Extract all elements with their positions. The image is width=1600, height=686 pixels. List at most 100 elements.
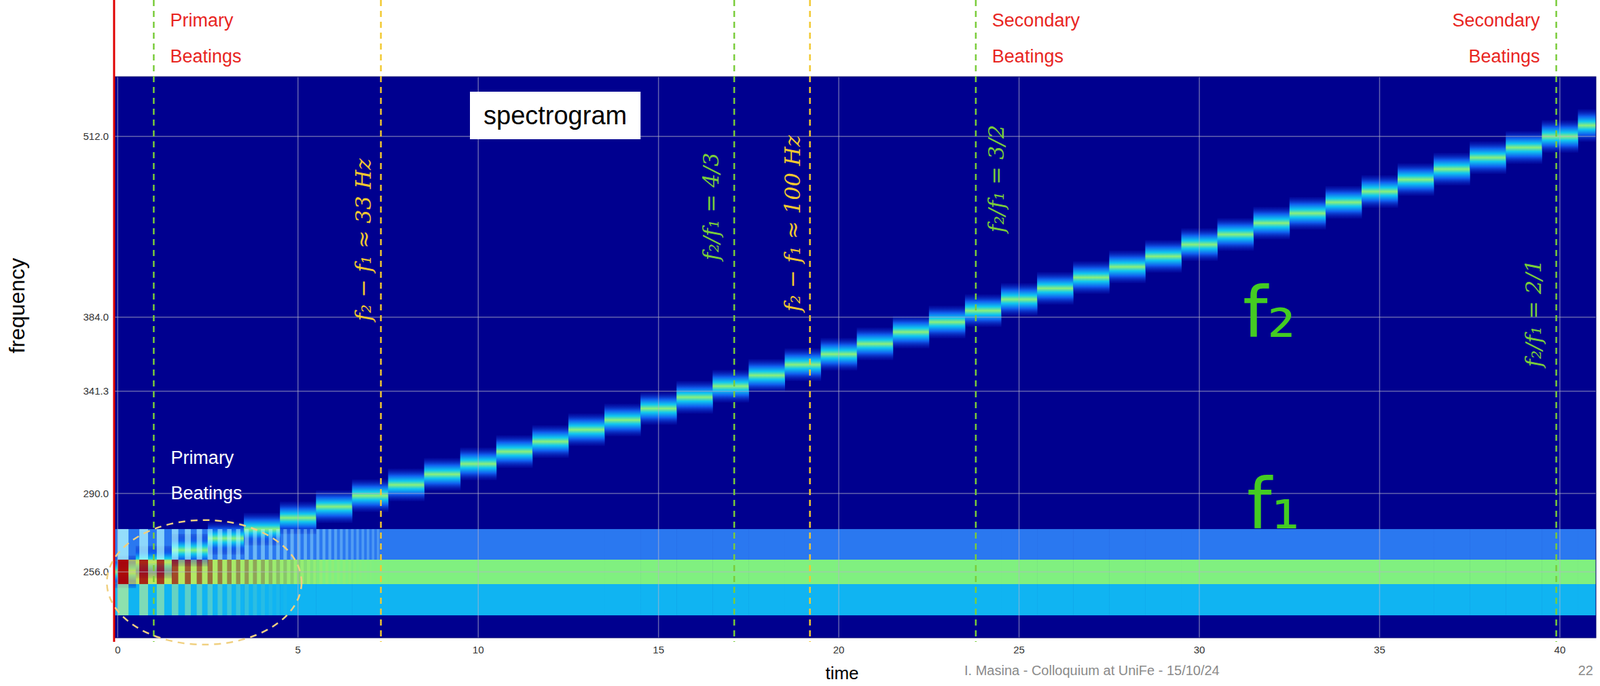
grid-line — [114, 316, 1596, 318]
x-tick-label: 20 — [833, 643, 845, 656]
header-label: PrimaryBeatings — [169, 10, 242, 67]
beat-stripe — [322, 584, 326, 616]
f2-cell — [1037, 272, 1074, 305]
beat-stripe — [207, 584, 213, 616]
f2-cell — [568, 413, 606, 447]
x-tick-label: 30 — [1193, 643, 1206, 656]
ellipse-label: PrimaryBeatings — [170, 447, 242, 504]
x-tick-label: 10 — [472, 643, 485, 656]
beat-stripe — [351, 529, 354, 560]
f2-cell — [857, 327, 894, 360]
grid-line — [114, 135, 1596, 138]
beat-stripe — [345, 584, 349, 616]
header-label: SecondaryBeatings — [1452, 10, 1541, 67]
y-tick-label: 341.3 — [82, 385, 109, 397]
beat-stripe — [376, 529, 380, 560]
header-line: Beatings — [169, 46, 242, 67]
beat-stripe — [171, 584, 179, 616]
grid-line — [114, 493, 1596, 495]
beat-stripe — [303, 529, 307, 560]
red-rule — [113, 0, 116, 642]
beat-stripe — [207, 529, 213, 560]
f2-cell — [424, 457, 462, 491]
grid-line — [658, 76, 660, 638]
x-tick-label: 5 — [295, 643, 301, 656]
grid-line — [114, 571, 1596, 573]
f2-cell — [1108, 250, 1146, 284]
beat-stripe — [244, 529, 249, 560]
y-tick-label: 384.0 — [82, 311, 109, 323]
beat-stripe — [217, 529, 223, 560]
annotation-line — [733, 0, 736, 642]
beat-stripe — [322, 529, 326, 560]
beat-stripe — [226, 584, 232, 616]
beat-stripe — [328, 584, 332, 616]
header-label: SecondaryBeatings — [992, 10, 1081, 67]
x-axis-title: time — [825, 662, 859, 684]
f2-cell — [893, 315, 930, 349]
grid-line — [1559, 76, 1561, 638]
f2-cell — [965, 294, 1002, 327]
beat-stripe — [316, 529, 320, 560]
beat-stripe — [283, 529, 287, 560]
beat-stripe — [276, 529, 280, 560]
f2-cell — [496, 435, 534, 468]
f2-cell — [748, 359, 786, 392]
beat-stripe — [366, 529, 370, 560]
beat-stripe — [226, 529, 232, 560]
beat-stripe — [156, 529, 165, 560]
grid — [114, 76, 1596, 638]
header-line: Secondary — [992, 10, 1081, 31]
beat-stripe — [376, 584, 380, 616]
f2-cell — [784, 348, 822, 381]
beat-stripe — [361, 584, 365, 616]
beat-stripe — [316, 584, 320, 616]
beat-stripe — [139, 584, 149, 616]
annotation-line — [1555, 0, 1558, 642]
grid-line — [838, 76, 840, 638]
beat-stripe — [252, 529, 257, 560]
y-tick-label: 512.0 — [82, 130, 109, 142]
f2-cell — [1217, 217, 1255, 251]
beat-stripe — [340, 529, 343, 560]
grid-line — [1198, 76, 1200, 638]
beat-stripe — [351, 584, 354, 616]
annotation-label: f₂/f₁ = 4/3 — [698, 152, 724, 263]
f2-cell — [1289, 196, 1327, 230]
slide: 0510152025303540256.0290.0341.3384.0512.… — [0, 0, 1600, 686]
grid-line — [297, 76, 299, 638]
f2-cell — [1253, 206, 1291, 240]
x-tick-label: 25 — [1013, 643, 1025, 656]
annotation-label: f₂ − f₁ ≈ 100 Hz — [779, 134, 806, 314]
beat-stripe — [268, 529, 274, 560]
grid-line — [477, 76, 479, 638]
series-label: f₂ — [1242, 270, 1296, 354]
beat-stripe — [328, 529, 332, 560]
y-axis-title: frequency — [4, 258, 30, 354]
beat-stripe — [310, 584, 314, 616]
footer: I. Masina - Colloquium at UniFe - 15/10/… — [964, 662, 1220, 678]
beat-stripe — [217, 584, 223, 616]
f2-cell — [1144, 239, 1182, 273]
beat-stripe — [252, 584, 257, 616]
grid-line — [114, 390, 1596, 392]
title-box — [469, 91, 641, 140]
marks — [114, 109, 1596, 616]
f2-cell — [604, 403, 642, 436]
annotation-ellipse — [106, 520, 302, 645]
grid-line — [1018, 76, 1021, 638]
beat-stripe — [117, 584, 129, 616]
annotation-line — [975, 0, 978, 642]
beat-stripe — [236, 584, 241, 616]
f2-cell — [1469, 141, 1507, 174]
beat-stripe — [345, 529, 349, 560]
beat-stripe — [283, 584, 287, 616]
header-line: Beatings — [1468, 46, 1541, 67]
f2-cell — [676, 380, 714, 414]
series-label: f₁ — [1246, 462, 1300, 546]
f2-cell — [387, 468, 425, 502]
annotation-line — [380, 0, 383, 642]
beat-stripe — [156, 584, 165, 616]
beat-stripe — [171, 529, 179, 560]
beat-stripe — [236, 529, 241, 560]
